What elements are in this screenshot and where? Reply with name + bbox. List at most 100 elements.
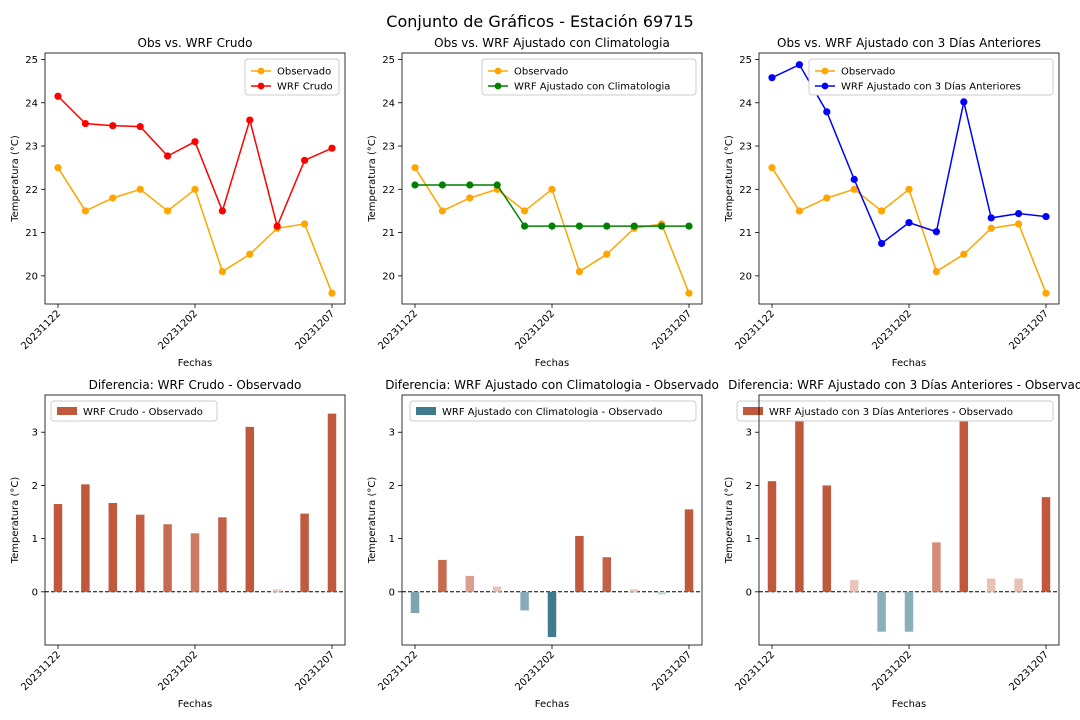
data-point — [768, 164, 776, 172]
chart-title: Diferencia: WRF Ajustado con 3 Días Ante… — [728, 378, 1080, 392]
x-axis-label: Fechas — [892, 699, 927, 710]
data-point — [438, 181, 446, 189]
data-point — [411, 164, 419, 172]
x-tick-label: 20231202 — [870, 649, 914, 693]
data-point — [301, 156, 309, 164]
data-point — [823, 108, 831, 116]
y-tick-label: 0 — [746, 587, 752, 598]
x-tick-label: 20231122 — [733, 308, 777, 352]
data-point — [54, 92, 62, 100]
bar — [877, 591, 886, 632]
chart-title: Obs vs. WRF Ajustado con Climatologia — [434, 36, 670, 50]
y-tick-label: 24 — [382, 98, 395, 109]
data-point — [521, 222, 529, 230]
y-tick-label: 1 — [389, 534, 395, 545]
data-point — [328, 289, 336, 297]
axes-frame — [758, 394, 1060, 646]
data-point — [823, 194, 831, 202]
data-point — [960, 98, 968, 106]
data-point — [54, 164, 62, 172]
chart-panel-2: Obs vs. WRF Ajustado con Climatologia202… — [367, 36, 703, 369]
data-point — [81, 119, 89, 128]
data-point — [630, 222, 638, 230]
data-point — [136, 185, 144, 193]
data-point — [273, 222, 281, 230]
bar — [629, 589, 639, 592]
data-point — [603, 222, 611, 230]
y-tick-label: 22 — [382, 185, 395, 196]
bar — [410, 591, 420, 614]
bar — [767, 481, 777, 592]
legend-marker — [821, 67, 829, 75]
y-tick-label: 25 — [739, 55, 752, 66]
legend-label: WRF Ajustado con Climatologia — [514, 82, 670, 93]
y-axis-label: Temperatura (°C) — [10, 477, 21, 565]
data-point — [411, 181, 419, 189]
y-tick-label: 23 — [25, 142, 38, 153]
data-point — [795, 61, 804, 69]
x-tick-label: 20231207 — [650, 308, 694, 352]
data-point — [246, 250, 254, 258]
bar — [822, 485, 832, 592]
y-tick-label: 3 — [746, 428, 752, 439]
data-point — [1015, 220, 1023, 228]
x-axis-label: Fechas — [535, 699, 570, 710]
legend-marker — [257, 82, 265, 90]
data-point — [164, 152, 172, 160]
data-point — [493, 181, 501, 189]
data-point — [109, 194, 117, 202]
data-point — [81, 207, 89, 215]
data-point — [960, 250, 968, 258]
x-tick-label: 20231122 — [376, 308, 420, 352]
bar — [932, 542, 941, 592]
legend-swatch — [416, 407, 436, 415]
data-point — [328, 144, 336, 152]
data-point — [575, 267, 584, 276]
chart-panel-5: Diferencia: WRF Ajustado con Climatologi… — [367, 378, 719, 710]
bar — [684, 509, 694, 592]
x-tick-label: 20231122 — [376, 649, 420, 693]
y-tick-label: 24 — [25, 98, 38, 109]
data-point — [466, 181, 474, 189]
y-tick-label: 1 — [32, 534, 38, 545]
chart-title: Diferencia: WRF Crudo - Observado — [89, 378, 302, 392]
y-axis-label: Temperatura (°C) — [367, 135, 378, 223]
legend-marker — [821, 82, 829, 90]
x-tick-label: 20231202 — [513, 308, 557, 352]
series-line-2 — [57, 95, 333, 229]
y-tick-label: 20 — [382, 271, 395, 282]
bar — [1014, 578, 1023, 592]
legend-label: WRF Ajustado con 3 Días Anteriores - Obs… — [769, 406, 1013, 418]
data-point — [521, 207, 529, 215]
bar — [547, 591, 557, 638]
bar — [849, 580, 859, 592]
legend-label: WRF Ajustado con Climatologia - Observad… — [442, 407, 663, 418]
y-tick-label: 21 — [739, 228, 752, 239]
data-point — [987, 214, 995, 222]
bar — [108, 502, 118, 592]
legend-box — [481, 58, 697, 96]
y-tick-label: 1 — [746, 534, 752, 545]
legend-label: WRF Crudo - Observado — [83, 407, 203, 418]
x-tick-label: 20231122 — [19, 308, 63, 352]
legend-label: Observado — [514, 67, 568, 78]
data-point — [109, 122, 117, 130]
y-tick-label: 0 — [389, 587, 395, 598]
legend-swatch — [57, 407, 77, 415]
data-point — [932, 228, 941, 236]
y-tick-label: 25 — [25, 55, 38, 66]
x-tick-label: 20231122 — [733, 649, 777, 693]
legend-box — [736, 400, 1054, 422]
data-point — [438, 207, 446, 215]
legend-label: WRF Ajustado con 3 Días Anteriores — [841, 81, 1021, 93]
data-point — [246, 116, 254, 124]
data-point — [878, 207, 886, 215]
data-point — [658, 222, 666, 230]
x-tick-label: 20231202 — [156, 308, 200, 352]
bar — [245, 426, 255, 592]
legend-marker — [257, 67, 265, 75]
chart-panel-4: Diferencia: WRF Crudo - Observado 0 1 2 3 202… — [10, 378, 346, 710]
y-tick-label: 24 — [739, 98, 752, 109]
bar — [135, 514, 145, 592]
